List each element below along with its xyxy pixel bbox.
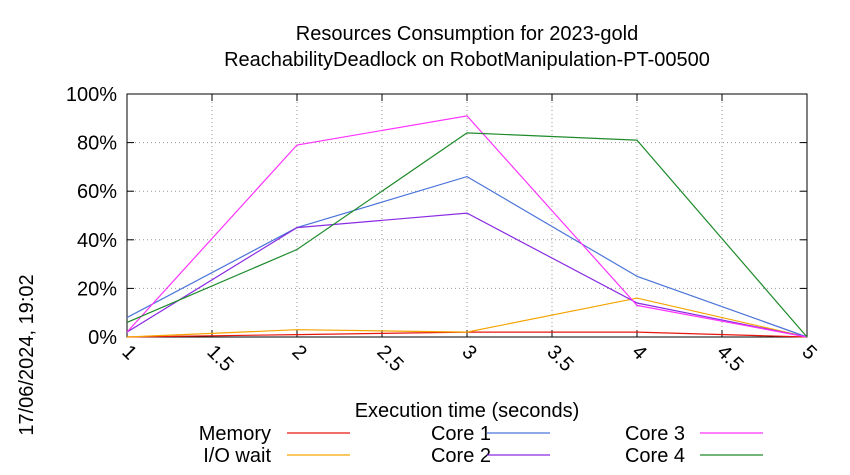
chart-title-line1: Resources Consumption for 2023-gold bbox=[296, 23, 638, 45]
y-tick-label: 100% bbox=[66, 84, 117, 106]
y-tick-label: 0% bbox=[88, 327, 117, 349]
series-line-core-4 bbox=[126, 132, 808, 338]
x-tick-label: 2 bbox=[287, 341, 310, 364]
grid-lines bbox=[127, 94, 807, 337]
series-line-core-2 bbox=[126, 212, 808, 338]
x-tick-label: 4.5 bbox=[712, 341, 747, 376]
x-tick-label: 1 bbox=[117, 341, 140, 364]
y-tick-label: 20% bbox=[77, 278, 117, 300]
legend-label-core-2: Core 2 bbox=[431, 445, 491, 467]
x-tick-label: 2.5 bbox=[372, 341, 407, 376]
legend-label-core-4: Core 4 bbox=[625, 445, 685, 467]
x-tick-label: 5 bbox=[797, 341, 820, 364]
series-line-core-1 bbox=[126, 175, 808, 338]
legend-label-memory: Memory bbox=[199, 423, 271, 445]
series-line-i-o-wait bbox=[126, 297, 808, 338]
x-tick-label: 4 bbox=[627, 341, 650, 364]
y-tick-label: 80% bbox=[77, 133, 117, 155]
x-tick-label: 3.5 bbox=[542, 341, 577, 376]
legend-label-i-o-wait: I/O wait bbox=[203, 445, 271, 467]
x-axis-label: Execution time (seconds) bbox=[355, 400, 580, 422]
series-line-core-3 bbox=[126, 115, 808, 338]
x-tick-label: 3 bbox=[457, 341, 480, 364]
side-timestamp: 17/06/2024, 19:02 bbox=[16, 274, 38, 435]
legend-label-core-1: Core 1 bbox=[431, 423, 491, 445]
x-tick-label: 1.5 bbox=[202, 341, 237, 376]
plot-frame bbox=[126, 93, 808, 338]
chart-title-line2: ReachabilityDeadlock on RobotManipulatio… bbox=[224, 49, 710, 71]
legend-label-core-3: Core 3 bbox=[625, 423, 685, 445]
y-tick-label: 40% bbox=[77, 230, 117, 252]
y-tick-label: 60% bbox=[77, 181, 117, 203]
series-lines bbox=[126, 115, 808, 338]
